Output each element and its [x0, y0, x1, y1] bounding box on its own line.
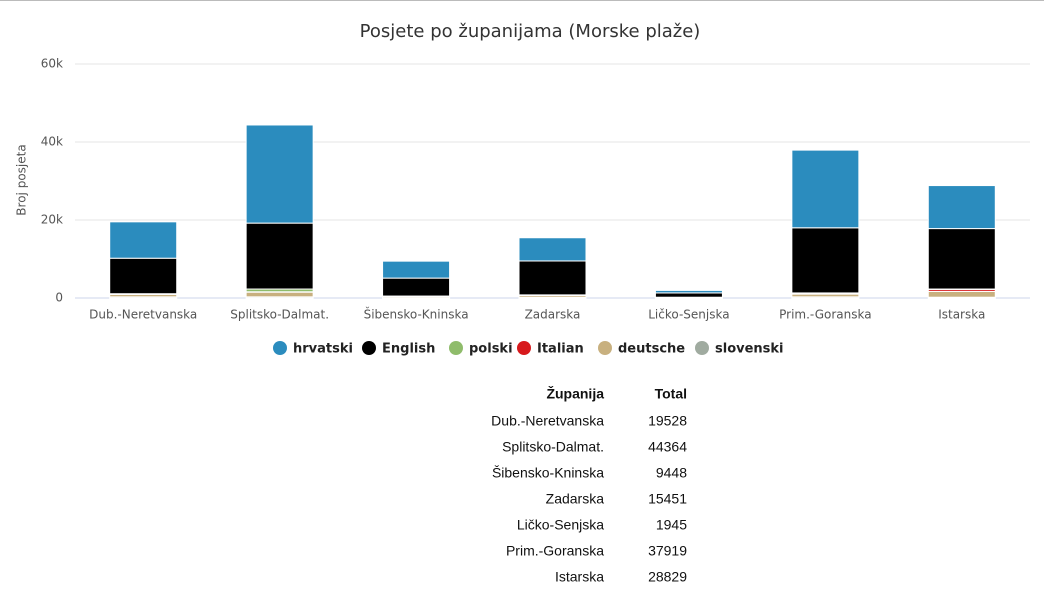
legend-marker [362, 341, 376, 355]
bar-segment [518, 237, 587, 262]
legend-label: deutsche [618, 342, 685, 357]
legend-marker [449, 341, 463, 355]
legend-label: hrvatski [293, 342, 353, 357]
table-cell: 9448 [656, 465, 687, 481]
legend-marker [517, 341, 531, 355]
table-cell: Šibensko-Kninska [492, 465, 604, 481]
bar-segment [927, 228, 996, 290]
bar-segment [927, 185, 996, 230]
table-header: Total [655, 386, 687, 402]
bar-segment [654, 289, 723, 294]
legend-marker [273, 341, 287, 355]
bar-segment [245, 124, 314, 224]
legend-marker [695, 341, 709, 355]
bar-segment [382, 277, 451, 297]
table-cell: Istarska [555, 569, 604, 585]
table-cell: 15451 [648, 491, 687, 507]
x-tick-label: Dub.-Neretvanska [89, 308, 197, 322]
bar-segment [791, 149, 860, 229]
legend-label: polski [469, 342, 513, 357]
bar-segment [109, 257, 178, 295]
y-tick-label: 20k [41, 213, 63, 227]
x-tick-label: Istarska [938, 308, 985, 322]
table-cell: 19528 [648, 413, 687, 429]
table-cell: Dub.-Neretvanska [491, 413, 604, 429]
table-cell: Splitsko-Dalmat. [502, 439, 604, 455]
bar-segment [245, 222, 314, 290]
y-tick-label: 40k [41, 135, 63, 149]
bar-segment [518, 260, 587, 296]
y-axis-label: Broj posjeta [15, 144, 29, 215]
legend-label: Italian [537, 342, 584, 357]
x-tick-label: Zadarska [525, 308, 581, 322]
legend-label: English [382, 342, 435, 357]
table-cell: 44364 [648, 439, 687, 455]
table-header: Županija [546, 385, 604, 402]
y-tick-label: 60k [41, 57, 63, 71]
table-cell: Zadarska [546, 491, 605, 507]
bar-segment [654, 292, 723, 298]
legend-marker [598, 341, 612, 355]
bar-segment [791, 227, 860, 294]
table-cell: Ličko-Senjska [517, 517, 604, 533]
bar-segment [109, 221, 178, 259]
x-tick-label: Splitsko-Dalmat. [230, 308, 329, 322]
x-tick-label: Prim.-Goranska [779, 308, 871, 322]
chart-title: Posjete po županijama (Morske plaže) [360, 21, 701, 42]
legend-label: slovenski [715, 342, 784, 357]
y-tick-label: 0 [55, 291, 63, 305]
x-tick-label: Ličko-Senjska [648, 308, 729, 322]
table-cell: 1945 [656, 517, 687, 533]
table-cell: 28829 [648, 569, 687, 585]
table-cell: 37919 [648, 543, 687, 559]
table-cell: Prim.-Goranska [506, 543, 604, 559]
bar-segment [927, 290, 996, 298]
x-tick-label: Šibensko-Kninska [364, 307, 469, 322]
bar-segment [382, 260, 451, 279]
bar-segment [245, 291, 314, 298]
